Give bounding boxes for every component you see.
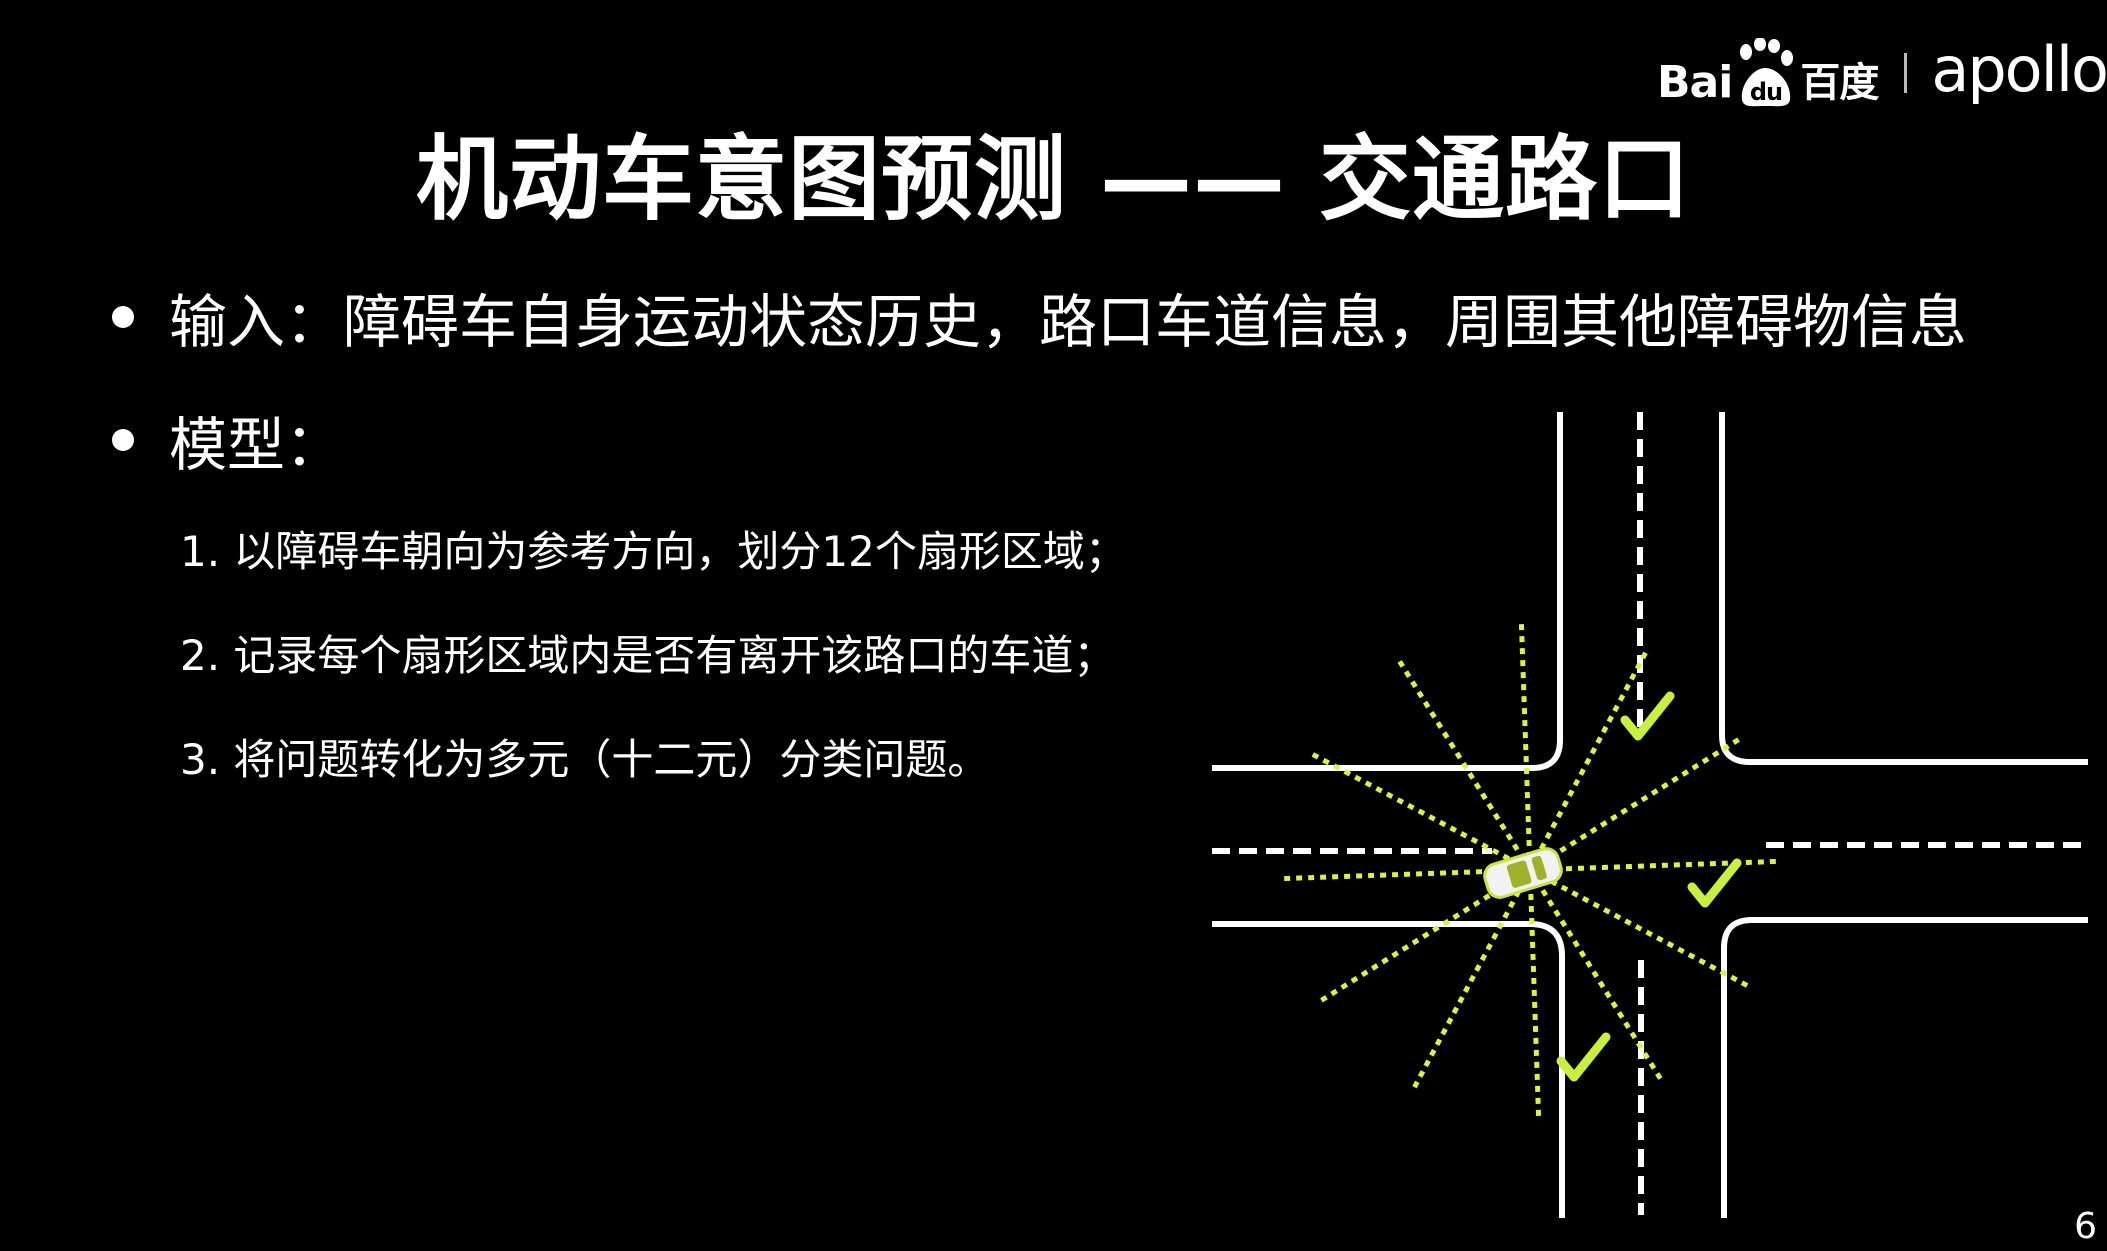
sector-ray bbox=[1529, 858, 1780, 873]
apollo-logo: apollo bbox=[1931, 32, 2107, 106]
sector-ray bbox=[1527, 868, 1665, 1084]
page-number: 6 bbox=[2074, 1206, 2097, 1247]
road-edges bbox=[1212, 412, 2088, 1218]
sector-ray bbox=[1395, 656, 1533, 872]
logo: Bai du 百度 apollo bbox=[1657, 28, 2107, 118]
lane-dividers bbox=[1212, 412, 2088, 1215]
exit-lane-checks bbox=[1556, 691, 1742, 1082]
model-step-3: 3. 将问题转化为多元（十二元）分类问题。 bbox=[180, 735, 990, 784]
sector-ray bbox=[1308, 750, 1532, 873]
sector-ray bbox=[1527, 869, 1542, 1120]
baidu-logo-text-bai: Bai bbox=[1657, 57, 1733, 108]
baidu-paw-icon: du bbox=[1740, 38, 1794, 107]
road-edge-bottom-left bbox=[1212, 921, 1565, 1218]
road-edge-bottom-right bbox=[1721, 917, 2088, 1218]
bullet-input-text: 输入：障碍车自身运动状态历史，路口车道信息，周围其他障碍物信息 bbox=[169, 288, 1968, 356]
sector-ray bbox=[1518, 620, 1533, 871]
check-mark-icon-north bbox=[1620, 691, 1675, 741]
bullet-input: 输入：障碍车自身运动状态历史，路口车道信息，周围其他障碍物信息 bbox=[112, 275, 1967, 359]
vehicle-rear-window bbox=[1531, 855, 1547, 881]
baidu-logo: Bai du 百度 bbox=[1657, 38, 1879, 108]
intersection-diagram bbox=[1212, 412, 2088, 1218]
vehicle-window bbox=[1506, 860, 1532, 888]
check-mark-icon-east bbox=[1687, 858, 1742, 908]
road-edge-top-left bbox=[1212, 412, 1563, 771]
bullet-model: 模型： bbox=[112, 398, 343, 482]
sector-ray bbox=[1410, 868, 1533, 1092]
check-mark-icon-south bbox=[1556, 1032, 1611, 1082]
sector-ray bbox=[1528, 735, 1744, 873]
slide-title: 机动车意图预测 —— 交通路口 bbox=[415, 126, 1692, 233]
logo-separator bbox=[1904, 53, 1908, 93]
baidu-logo-text-du: du bbox=[1750, 78, 1782, 106]
model-step-1: 1. 以障碍车朝向为参考方向，划分12个扇形区域； bbox=[180, 527, 1127, 576]
obstacle-vehicle bbox=[1483, 847, 1563, 899]
model-step-2: 2. 记录每个扇形区域内是否有离开该路口的车道； bbox=[180, 631, 1116, 680]
bullet-model-text: 模型： bbox=[169, 411, 344, 479]
baidu-logo-cn: 百度 bbox=[1800, 60, 1879, 106]
bullet-dot-icon bbox=[112, 306, 134, 328]
sector-ray bbox=[1527, 648, 1650, 872]
sector-ray bbox=[1528, 867, 1752, 990]
sector-rays bbox=[1280, 620, 1780, 1120]
road-edge-top-right bbox=[1719, 412, 2088, 765]
bullet-dot-icon bbox=[112, 429, 134, 451]
